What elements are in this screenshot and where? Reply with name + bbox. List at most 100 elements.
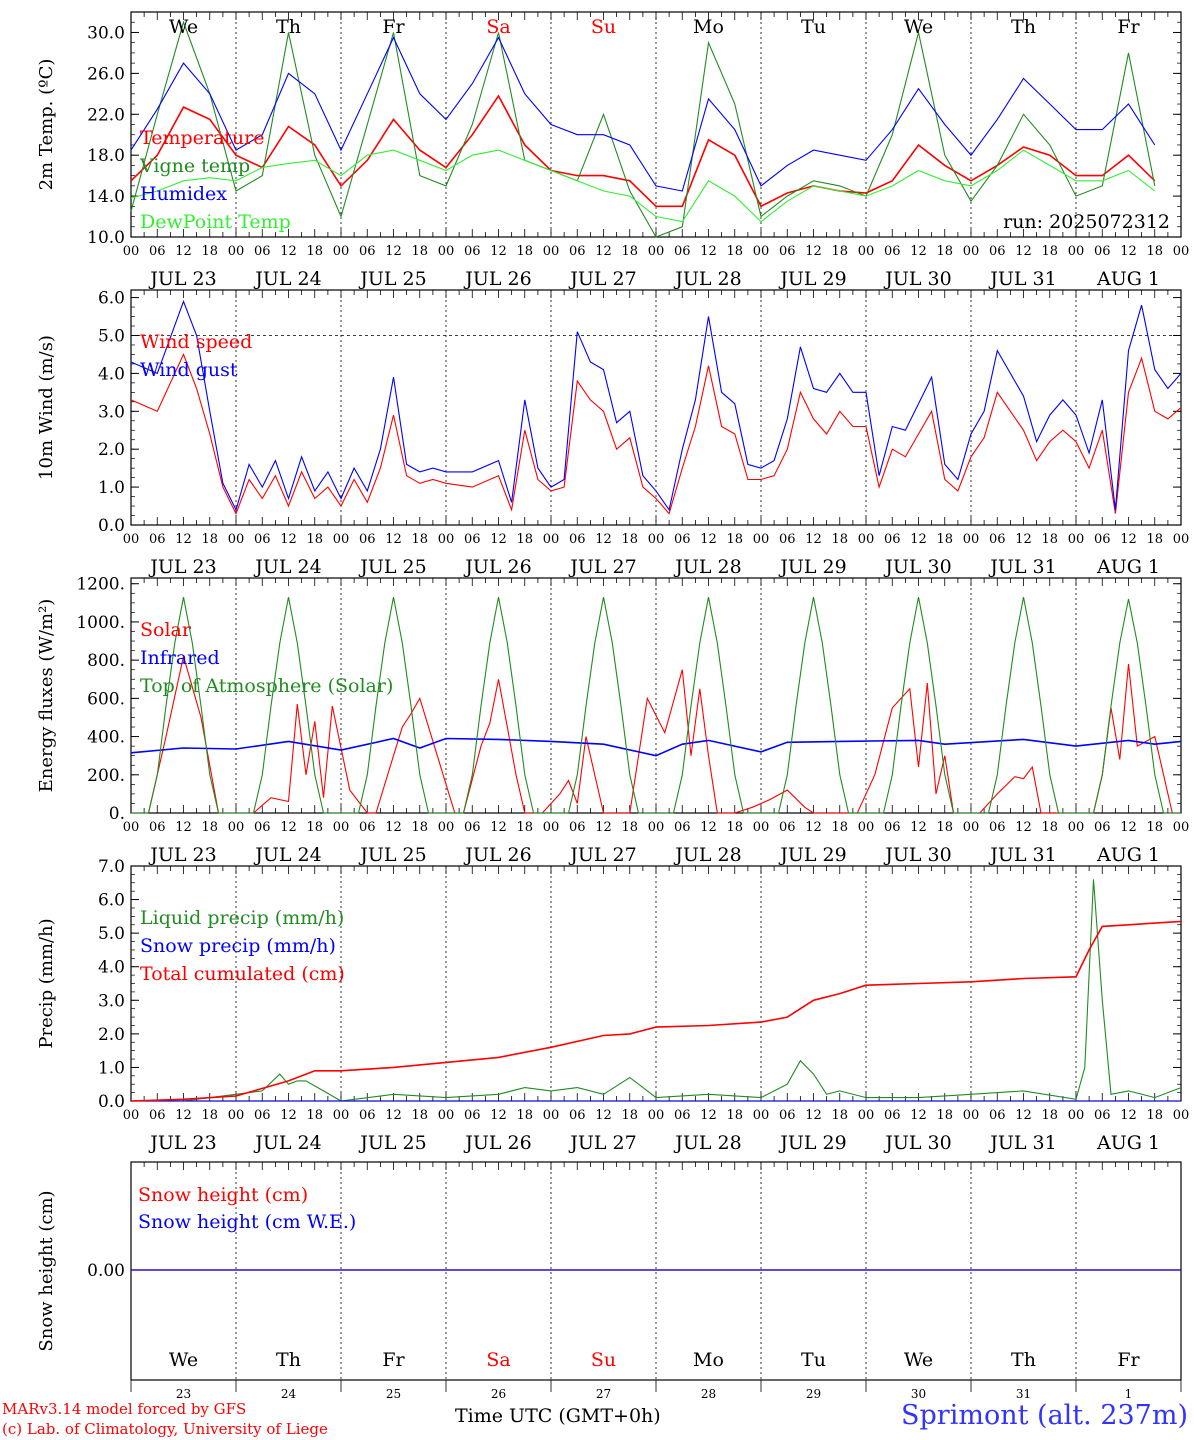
hour-tick-label: 18 [936,244,953,259]
hour-tick-label: 00 [963,1108,980,1123]
hour-tick-label: 18 [201,820,218,835]
series-line [130,920,1182,1102]
hour-tick-label: 00 [1068,532,1085,547]
hour-tick-label: 18 [726,532,743,547]
hour-tick-label: 06 [254,1108,271,1123]
hour-tick-label: 12 [1120,532,1137,547]
hour-tick-label: 00 [333,244,350,259]
hour-tick-label: 18 [726,244,743,259]
hour-tick-label: 18 [1041,244,1058,259]
legend-entry: Top of Atmosphere (Solar) [140,675,393,697]
panel-energy: 0. 200. 400. 600. 800. 1000. 1200. Solar Infrare… [36,575,1189,866]
date-label: JUL 28 [673,1132,741,1154]
hour-tick-label: 18 [306,820,323,835]
hour-tick-label: 00 [123,1108,140,1123]
y-tick-label: 4.0 [98,364,125,384]
hour-tick-label: 06 [674,1108,691,1123]
hour-tick-label: 00 [123,820,140,835]
hour-tick-label: 00 [858,820,875,835]
hour-tick-label: 12 [280,532,297,547]
hour-tick-label: 12 [385,532,402,547]
hour-tick-label: 06 [884,820,901,835]
hour-tick-label: 18 [1146,820,1163,835]
hour-tick-label: 00 [858,1108,875,1123]
hour-tick-label: 12 [1015,532,1032,547]
hour-tick-label: 00 [438,820,455,835]
date-label: JUL 27 [568,268,636,290]
y-tick-label: 1.0 [98,1058,125,1078]
hour-tick-label: 18 [516,244,533,259]
hour-tick-label: 06 [989,820,1006,835]
hour-tick-label: 06 [359,820,376,835]
hour-tick-label: 18 [1041,820,1058,835]
hour-tick-label: 12 [595,1108,612,1123]
date-label: JUL 23 [148,1132,216,1154]
hour-tick-label: 06 [1094,244,1111,259]
hour-tick-label: 06 [464,244,481,259]
hour-tick-label: 12 [175,820,192,835]
legend-entry: Wind speed [140,331,252,353]
y-tick-label: 1000. [76,613,125,633]
weekday-label-bottom: Mo [693,1349,724,1371]
series-line [130,352,1182,515]
hour-tick-label: 00 [543,244,560,259]
hour-tick-label: 00 [963,244,980,259]
day-number-label: 25 [386,1387,401,1401]
hour-tick-label: 00 [1173,820,1190,835]
date-label: JUL 31 [988,556,1056,578]
hour-tick-label: 18 [831,820,848,835]
weekday-label-top: Su [591,16,616,38]
weekday-label-bottom: We [904,1349,933,1371]
hour-tick-label: 06 [254,244,271,259]
hour-tick-label: 06 [989,532,1006,547]
weekday-label-bottom: Fr [382,1349,405,1371]
hour-tick-label: 12 [910,820,927,835]
hour-tick-label: 00 [123,244,140,259]
y-tick-label: 0.0 [98,516,125,536]
hour-tick-label: 00 [543,820,560,835]
date-label: JUL 27 [568,1132,636,1154]
date-label: JUL 30 [883,268,951,290]
hour-tick-label: 00 [228,532,245,547]
legend-entry: Temperature [140,127,264,149]
date-label: JUL 29 [778,556,846,578]
hour-tick-label: 18 [516,1108,533,1123]
hour-tick-label: 18 [201,244,218,259]
legend-entry: Humidex [140,183,227,205]
weekday-label-bottom: Su [591,1349,616,1371]
hour-tick-label: 06 [464,532,481,547]
legend-entry: Vigne temp [139,155,250,177]
hour-tick-label: 06 [254,532,271,547]
hour-tick-label: 18 [411,244,428,259]
hour-tick-label: 18 [201,532,218,547]
hour-tick-label: 12 [280,820,297,835]
date-label: JUL 29 [778,1132,846,1154]
hour-tick-label: 18 [621,1108,638,1123]
hour-tick-label: 06 [569,244,586,259]
hour-tick-label: 06 [989,244,1006,259]
hour-tick-label: 12 [805,244,822,259]
hour-tick-label: 18 [1146,532,1163,547]
hour-tick-label: 00 [753,1108,770,1123]
hour-tick-label: 12 [700,1108,717,1123]
hour-tick-label: 18 [726,1108,743,1123]
hour-tick-label: 12 [490,1108,507,1123]
y-tick-label: 0.0 [98,1092,125,1112]
hour-tick-label: 12 [490,532,507,547]
y-tick-label: 26.0 [87,64,125,84]
date-label: JUL 30 [883,1132,951,1154]
weekday-label-top: We [169,16,198,38]
series-line [130,20,1156,238]
series-line [130,94,1156,208]
hour-tick-label: 18 [306,244,323,259]
hour-tick-label: 12 [490,820,507,835]
date-label: JUL 26 [463,844,531,866]
weekday-label-top: We [904,16,933,38]
hour-tick-label: 06 [149,1108,166,1123]
hour-tick-label: 06 [779,820,796,835]
hour-tick-label: 12 [280,244,297,259]
hour-tick-label: 18 [831,532,848,547]
date-label: JUL 23 [148,844,216,866]
hour-tick-label: 18 [1041,532,1058,547]
